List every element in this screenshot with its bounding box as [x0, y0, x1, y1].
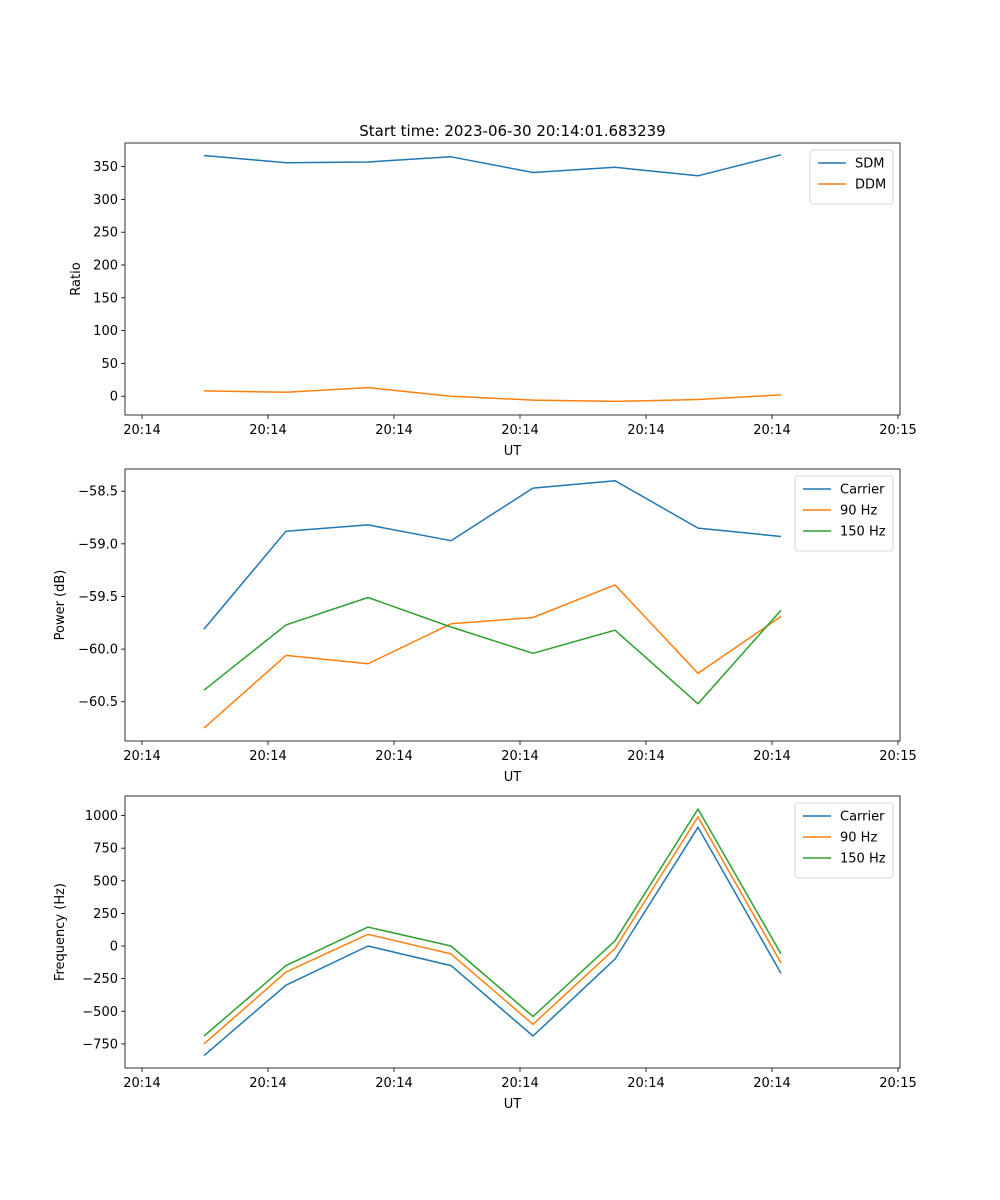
x-tick-label: 20:15	[879, 749, 916, 764]
y-tick-label: −60.5	[78, 695, 118, 710]
axes-frame	[124, 142, 901, 416]
y-tick-label: −58.5	[78, 485, 118, 500]
legend: Carrier 90 Hz 150 Hz	[794, 475, 894, 552]
x-tick-label: 20:14	[627, 423, 664, 438]
legend-entry: 150 Hz	[840, 852, 886, 867]
axes-frame	[124, 795, 901, 1069]
series-line-150-hz	[203, 596, 782, 705]
y-tick-label: −250	[82, 972, 118, 987]
x-tick-label: 20:14	[753, 423, 790, 438]
legend: Carrier 90 Hz 150 Hz	[794, 802, 894, 879]
y-tick-label: 200	[93, 258, 118, 273]
series-line-150-hz	[203, 808, 782, 1037]
x-tick-label: 20:14	[501, 423, 538, 438]
y-tick-label: 350	[93, 160, 118, 175]
x-tick-label: 20:14	[753, 749, 790, 764]
series-line-90-hz	[203, 816, 782, 1045]
y-tick-label: 1000	[85, 809, 118, 824]
legend-entry: DDM	[855, 178, 886, 193]
legend: SDM DDM	[809, 149, 894, 205]
y-tick-label: −500	[82, 1005, 118, 1020]
x-tick-label: 20:15	[879, 1076, 916, 1091]
x-tick-label: 20:14	[123, 423, 160, 438]
x-tick-label: 20:14	[627, 1076, 664, 1091]
legend-box	[794, 475, 894, 552]
panels: 20:14 20:14 20:14 20:14 20:14 20:14 20:15 0 50 10…	[53, 142, 917, 1112]
y-tick-label: 100	[93, 324, 118, 339]
y-tick-label: −59.0	[78, 537, 118, 552]
series-line-carrier	[203, 826, 782, 1057]
y-tick-label: 250	[93, 226, 118, 241]
x-tick-label: 20:14	[249, 423, 286, 438]
y-tick-label: −59.5	[78, 590, 118, 605]
plot-area	[203, 479, 782, 729]
y-tick-label: 0	[110, 940, 118, 955]
legend-entry: Carrier	[840, 810, 885, 825]
x-tick-label: 20:14	[753, 1076, 790, 1091]
x-tick-label: 20:14	[375, 749, 412, 764]
y-axis-label: Ratio	[69, 262, 84, 295]
legend-entry: Carrier	[840, 483, 885, 498]
x-tick-label: 20:14	[375, 423, 412, 438]
series-line-sdm	[203, 154, 782, 177]
y-axis-label: Power (dB)	[53, 570, 68, 641]
legend-entry: 90 Hz	[840, 504, 877, 519]
chart-panel-2: 20:14 20:14 20:14 20:14 20:14 20:14 20:15 −60.5…	[53, 468, 917, 785]
x-tick-label: 20:14	[501, 1076, 538, 1091]
plot-area	[203, 808, 782, 1057]
legend-entry: 150 Hz	[840, 525, 886, 540]
x-tick-label: 20:14	[249, 749, 286, 764]
figure-title: Start time: 2023-06-30 20:14:01.683239	[359, 122, 665, 140]
y-tick-label: 500	[93, 874, 118, 889]
legend-box	[794, 802, 894, 879]
y-axis-label: Frequency (Hz)	[53, 883, 68, 981]
x-tick-label: 20:14	[249, 1076, 286, 1091]
series-line-ddm	[203, 386, 782, 403]
x-tick-label: 20:14	[375, 1076, 412, 1091]
x-axis-label: UT	[504, 770, 522, 785]
axes-frame	[124, 468, 901, 742]
series-line-90-hz	[203, 584, 782, 729]
y-tick-label: 300	[93, 193, 118, 208]
x-tick-label: 20:14	[123, 1076, 160, 1091]
y-tick-label: 150	[93, 291, 118, 306]
y-tick-label: 0	[110, 390, 118, 405]
y-tick-label: −750	[82, 1037, 118, 1052]
y-tick-label: 750	[93, 842, 118, 857]
y-tick-label: −60.0	[78, 643, 118, 658]
x-tick-label: 20:15	[879, 423, 916, 438]
x-tick-label: 20:14	[123, 749, 160, 764]
x-axis-label: UT	[504, 444, 522, 459]
series-line-carrier	[203, 479, 782, 630]
chart-panel-1: 20:14 20:14 20:14 20:14 20:14 20:14 20:15 0 50 10…	[69, 142, 917, 459]
y-tick-label: 50	[101, 357, 118, 372]
x-tick-label: 20:14	[627, 749, 664, 764]
plot-area	[203, 154, 782, 403]
x-axis-label: UT	[504, 1097, 522, 1112]
legend-entry: 90 Hz	[840, 831, 877, 846]
x-tick-label: 20:14	[501, 749, 538, 764]
y-tick-label: 250	[93, 907, 118, 922]
chart-panel-3: 20:14 20:14 20:14 20:14 20:14 20:14 20:15 −750 −…	[53, 795, 917, 1112]
legend-entry: SDM	[855, 157, 884, 172]
